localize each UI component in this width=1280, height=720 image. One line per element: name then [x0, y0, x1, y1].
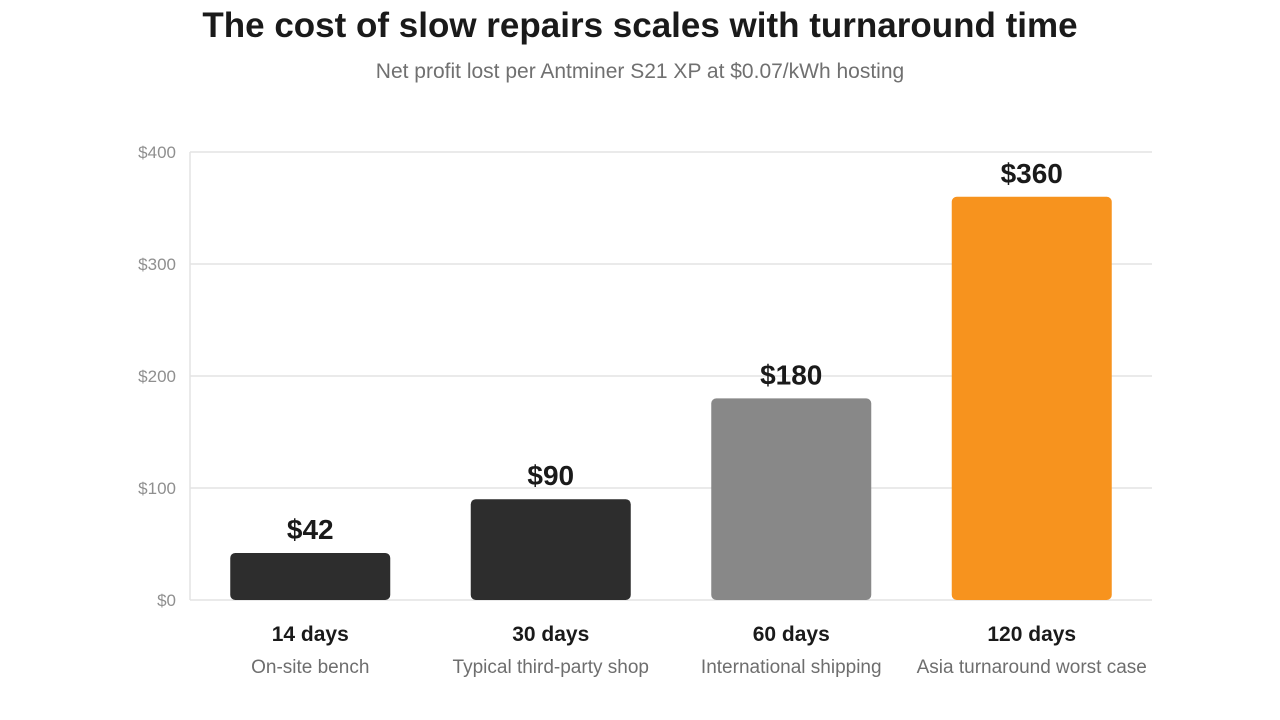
- bar-value-label: $90: [527, 460, 574, 491]
- x-category-sublabel: On-site bench: [251, 657, 369, 678]
- x-category-label: 120 days: [987, 623, 1076, 646]
- x-category-sublabel: International shipping: [701, 657, 882, 678]
- bars: [230, 196, 1112, 601]
- bar-value-label: $180: [760, 359, 822, 390]
- chart-subtitle: Net profit lost per Antminer S21 XP at $…: [375, 60, 905, 83]
- bar-value-label: $42: [287, 514, 334, 545]
- x-category-label: 14 days: [272, 623, 349, 646]
- x-category-label: 60 days: [753, 623, 830, 646]
- bar: [711, 398, 872, 600]
- y-tick-label: $200: [138, 367, 176, 386]
- bar-value-label: $360: [1001, 158, 1063, 189]
- y-tick-label: $300: [138, 255, 176, 274]
- bar: [470, 499, 631, 600]
- y-axis: $0 $100 $200 $300 $400: [138, 143, 191, 610]
- value-labels: $42 $90 $180 $360: [287, 158, 1063, 545]
- category-labels: 14 days On-site bench 30 days Typical third…: [251, 623, 1147, 678]
- x-category-sublabel: Asia turnaround worst case: [917, 657, 1147, 678]
- chart-title: The cost of slow repairs scales with tur…: [202, 6, 1078, 45]
- y-tick-label: $400: [138, 143, 176, 162]
- y-tick-label: $0: [157, 591, 176, 610]
- bar: [230, 552, 391, 600]
- x-category-sublabel: Typical third-party shop: [453, 657, 649, 678]
- bar: [951, 196, 1112, 601]
- y-tick-label: $100: [138, 479, 176, 498]
- x-category-label: 30 days: [512, 623, 589, 646]
